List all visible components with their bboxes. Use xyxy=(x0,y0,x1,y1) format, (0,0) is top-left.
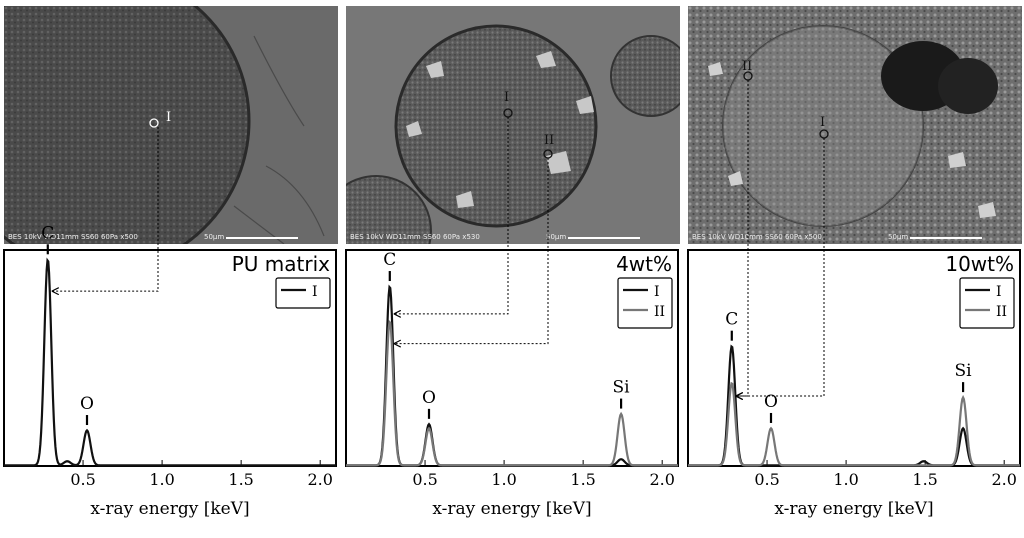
chart-title: PU matrix xyxy=(232,252,330,276)
sem-micrograph xyxy=(4,6,338,244)
legend-label: II xyxy=(996,304,1007,320)
peak-label: C xyxy=(41,223,54,243)
legend-box xyxy=(275,277,331,309)
x-axis-label: x-ray energy [keV] xyxy=(432,499,591,519)
x-axis-label: x-ray energy [keV] xyxy=(90,499,249,519)
scale-label: 50µm xyxy=(888,233,909,241)
sem-image-4wt: BES 10kV WD11mm SS60 60Pa x530 50µm xyxy=(346,6,680,244)
x-tick-label: 0.5 xyxy=(412,470,437,489)
sem-info-text: BES 10kV WD10mm SS60 60Pa x500 xyxy=(692,233,822,241)
x-tick-label: 1.5 xyxy=(570,470,595,489)
sem-image-pu-matrix: BES 10kV WD11mm SS60 60Pa x500 50µm xyxy=(4,6,338,244)
x-tick-label: 1.0 xyxy=(833,470,858,489)
spectrum-10wt: 0.5 1.0 1.5 2.0 x-ray energy [keV] 10wt% I II C O… xyxy=(687,249,1022,538)
chart-title: 4wt% xyxy=(616,252,672,276)
x-tick-label: 1.0 xyxy=(149,470,174,489)
sem-image-10wt: BES 10kV WD10mm SS60 60Pa x500 50µm xyxy=(688,6,1022,244)
legend-box xyxy=(959,277,1015,329)
peak-label: Si xyxy=(613,378,631,398)
spectrum-4wt: 0.5 1.0 1.5 2.0 x-ray energy [keV] 4wt% I II C O S… xyxy=(345,249,680,538)
peak-label: O xyxy=(422,388,436,408)
peak-label: C xyxy=(725,310,738,330)
peak-label: C xyxy=(383,250,396,270)
scale-label: 50µm xyxy=(546,233,567,241)
x-tick-label: 1.5 xyxy=(912,470,937,489)
sem-info-text: BES 10kV WD11mm SS60 60Pa x500 xyxy=(8,233,138,241)
scale-bar xyxy=(226,237,298,239)
spectrum-pu-matrix: 0.5 1.0 1.5 2.0 x-ray energy [keV] PU matrix I… xyxy=(3,223,338,538)
panel-4wt: BES 10kV WD11mm SS60 60Pa x530 50µm 0.5 1… xyxy=(345,0,680,538)
legend-label: I xyxy=(654,284,660,300)
panel-pu-matrix: BES 10kV WD11mm SS60 60Pa x500 50µm 0.5 1… xyxy=(3,0,338,538)
chart-title: 10wt% xyxy=(945,252,1014,276)
legend-label: I xyxy=(996,284,1002,300)
scale-label: 50µm xyxy=(204,233,225,241)
x-tick-label: 1.5 xyxy=(228,470,253,489)
series-line-I xyxy=(4,257,336,467)
scale-bar xyxy=(910,237,982,239)
legend-label: I xyxy=(312,284,318,300)
x-tick-label: 1.0 xyxy=(491,470,516,489)
peak-label: O xyxy=(764,392,778,412)
peak-label: Si xyxy=(955,361,973,381)
x-tick-label: 2.0 xyxy=(307,470,332,489)
legend-label: II xyxy=(654,304,665,320)
panel-10wt: BES 10kV WD10mm SS60 60Pa x500 50µm 0.5 1… xyxy=(687,0,1022,538)
series-line-II xyxy=(346,319,678,467)
x-tick-label: 2.0 xyxy=(649,470,674,489)
spectrum-chart: 0.5 1.0 1.5 2.0 x-ray energy [keV] PU matrix I… xyxy=(3,223,337,519)
spectrum-chart: 0.5 1.0 1.5 2.0x-ray energy [keV]10wt%IIICO… xyxy=(687,249,1021,519)
sem-info-text: BES 10kV WD11mm SS60 60Pa x530 xyxy=(350,233,480,241)
series-line-II xyxy=(688,381,1020,467)
x-tick-label: 2.0 xyxy=(991,470,1016,489)
x-tick-label: 0.5 xyxy=(70,470,95,489)
peak-label: O xyxy=(80,394,94,414)
legend-box xyxy=(617,277,673,329)
spectrum-chart: 0.5 1.0 1.5 2.0x-ray energy [keV]4wt%IIICOS… xyxy=(345,249,679,519)
sem-micrograph xyxy=(688,6,1022,244)
x-axis-label: x-ray energy [keV] xyxy=(774,499,933,519)
x-tick-label: 0.5 xyxy=(754,470,779,489)
sem-micrograph xyxy=(346,6,680,244)
scale-bar xyxy=(568,237,640,239)
